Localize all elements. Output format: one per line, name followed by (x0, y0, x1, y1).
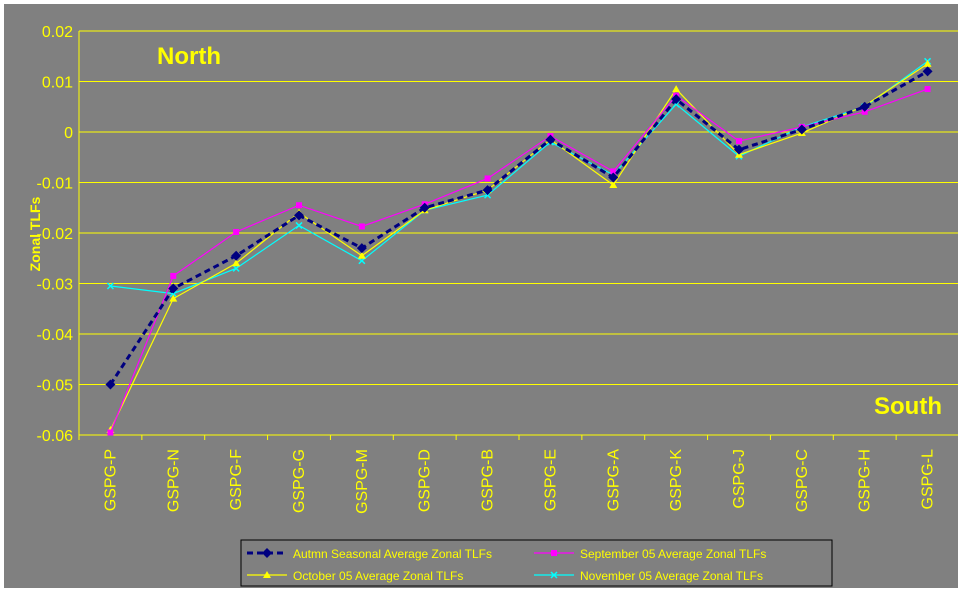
chart-area: 0.02 0.01 0 -0.01 -0.02 -0.03 -0.04 -0.05 -0.06 … (4, 4, 958, 588)
x-tick-label: GSPG-G (291, 449, 308, 513)
y-tick-label: -0.03 (37, 277, 74, 294)
legend-entry: November 05 Average Zonal TLFs (534, 569, 763, 583)
data-point (358, 223, 365, 230)
data-point (734, 144, 744, 155)
x-tick-label: GSPG-L (920, 449, 937, 510)
series-line (109, 63, 928, 431)
data-point (107, 429, 114, 436)
x-tick-label: GSPG-D (417, 449, 434, 512)
y-tick-label: -0.04 (37, 327, 74, 344)
y-tick-label: 0.01 (42, 75, 73, 92)
legend-entry: October 05 Average Zonal TLFs (247, 569, 463, 583)
data-point (295, 221, 303, 229)
data-point (859, 101, 870, 112)
x-tick-label: GSPG-B (480, 449, 497, 511)
data-point (551, 550, 557, 556)
data-point (168, 283, 179, 294)
data-point (545, 134, 556, 145)
legend-label: November 05 Average Zonal TLFs (580, 569, 763, 583)
data-point (923, 59, 932, 67)
y-tick-label: -0.05 (37, 378, 74, 395)
legend-entry: September 05 Average Zonal TLFs (534, 547, 766, 561)
x-tick-label: GSPG-M (354, 449, 371, 514)
data-point (231, 250, 242, 261)
data-point (169, 294, 178, 302)
series-group (106, 57, 932, 298)
y-tick-label: 0.02 (42, 24, 73, 41)
data-point (861, 108, 868, 115)
series-group (105, 66, 933, 390)
data-point (233, 228, 240, 235)
x-tick-label: GSPG-A (605, 449, 622, 512)
x-tick-label: GSPG-N (165, 449, 182, 512)
data-point (610, 168, 617, 175)
data-point (736, 138, 742, 145)
data-point (356, 243, 367, 254)
data-point (105, 379, 116, 390)
line-chart: 0.020.010-0.01-0.02-0.03-0.04-0.05-0.06 … (27, 24, 958, 587)
data-point (419, 202, 430, 213)
series-group (107, 86, 931, 436)
series-line (109, 70, 929, 386)
x-tick-label: GSPG-P (102, 449, 119, 511)
y-axis-label: Zonal TLFs (27, 196, 43, 271)
data-point (672, 85, 681, 93)
data-point (550, 571, 558, 579)
y-axis-ticks: 0.02 0.01 0 -0.01 -0.02 -0.03 -0.04 -0.05 -0.06 (37, 24, 74, 445)
data-point (263, 571, 271, 578)
data-point (357, 251, 366, 259)
y-tick-label: 0 (64, 125, 73, 142)
data-point (232, 259, 241, 267)
data-point (924, 86, 931, 93)
y-tick-label: -0.06 (37, 428, 74, 445)
x-tick-label: GSPG-C (794, 449, 811, 512)
x-tick-label: GSPG-J (731, 449, 748, 509)
north-annotation: North (157, 43, 221, 70)
data-point (608, 172, 619, 183)
data-point (482, 185, 493, 196)
data-point (106, 282, 114, 290)
legend-entry: Autmn Seasonal Average Zonal TLFs (247, 547, 492, 561)
x-tick-label: GSPG-H (857, 449, 874, 512)
data-point (232, 264, 240, 272)
legend: Autmn Seasonal Average Zonal TLFs Septemb… (240, 539, 833, 587)
south-annotation: South (874, 393, 942, 420)
legend-label: September 05 Average Zonal TLFs (580, 547, 766, 561)
series-line (109, 88, 928, 433)
data-point (484, 191, 492, 199)
data-point (671, 94, 682, 105)
legend-label: Autmn Seasonal Average Zonal TLFs (293, 547, 492, 561)
y-tick-label: -0.01 (37, 176, 74, 193)
x-tick-label: GSPG-F (228, 449, 245, 511)
data-point (922, 66, 933, 77)
legend-label: October 05 Average Zonal TLFs (293, 569, 463, 583)
data-point (609, 181, 618, 189)
data-point (796, 124, 807, 135)
series-layer (105, 57, 933, 436)
x-tick-label: GSPG-E (542, 449, 559, 511)
data-point (262, 548, 272, 558)
data-point (296, 202, 302, 209)
data-point (170, 272, 177, 279)
legend-box (240, 539, 833, 587)
y-tick-label: -0.02 (37, 226, 74, 243)
data-point (358, 257, 366, 265)
x-tick-label: GSPG-K (668, 449, 685, 512)
x-axis-ticks: GSPG-P GSPG-N GSPG-F GSPG-G GSPG-M GSPG-D GSPG… (78, 435, 937, 514)
series-group (106, 59, 932, 433)
data-point (294, 210, 304, 221)
data-point (484, 175, 491, 182)
gridlines (78, 30, 958, 436)
